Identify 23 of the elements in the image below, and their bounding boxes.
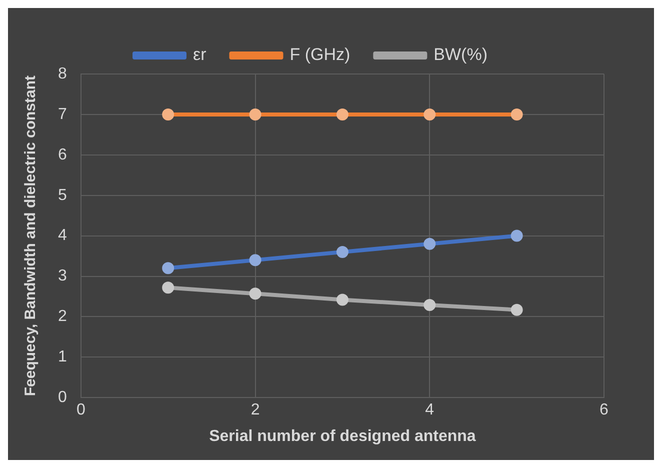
y-tick-label: 0 [58, 389, 67, 406]
x-tick-label: 6 [600, 402, 609, 419]
point [424, 298, 436, 311]
x-tick-label: 0 [76, 402, 86, 419]
y-tick-label: 2 [58, 308, 67, 326]
legend-label: BW(%) [434, 45, 488, 64]
point [510, 304, 523, 316]
y-tick-label: 6 [58, 146, 67, 164]
point [162, 282, 174, 294]
legend-label: F (GHz) [290, 45, 350, 64]
y-axis-title: Feequecy, Bandwidth and dielectric constant [22, 75, 40, 396]
x-axis-title: Serial number of designed antenna [209, 428, 476, 445]
y-tick-label: 1 [58, 348, 67, 366]
point [249, 288, 262, 300]
y-tick-label: 4 [58, 227, 67, 244]
x-tick-label: 2 [250, 402, 260, 419]
legend-label: εr [193, 45, 207, 64]
y-tick-label: 8 [58, 65, 67, 82]
x-tick-label: 4 [425, 402, 434, 419]
point [336, 294, 348, 306]
y-tick-label: 5 [58, 186, 67, 204]
y-tick-label: 3 [58, 268, 67, 285]
y-tick-label: 7 [58, 106, 67, 123]
